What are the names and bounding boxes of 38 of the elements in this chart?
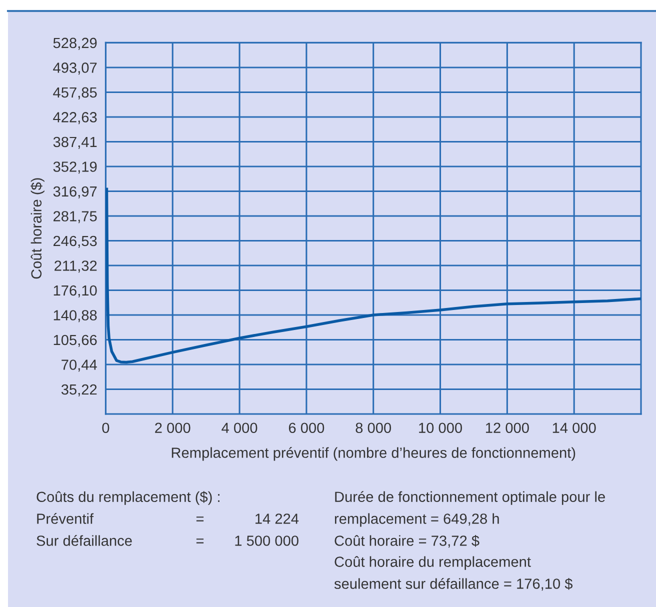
x-axis-title: Remplacement préventif (nombre d’heures de fonctionnement) — [172, 447, 576, 461]
text: Durée de fonctionnement optimale pour le — [335, 491, 605, 505]
text: Coûts du remplacement ($) : — [36, 491, 220, 505]
x-tick-label: 12 000 — [486, 422, 529, 434]
y-axis-title: Coût horaire ($) — [30, 178, 44, 279]
text: Coût horaire = 73,72 $ — [334, 534, 480, 548]
y-tick-label: 352,19 — [53, 162, 97, 174]
y-tick-label: 70,44 — [62, 360, 97, 372]
y-tick-label: 528,29 — [53, 38, 97, 50]
y-tick-label: 422,63 — [53, 112, 97, 124]
y-tick-label: 387,41 — [53, 136, 97, 149]
text: Préventif — [37, 513, 94, 524]
text: 1 500 000 — [235, 536, 298, 546]
y-tick-label: 316,97 — [53, 186, 97, 198]
y-tick-label: 246,53 — [54, 236, 97, 248]
text: Sur défaillance — [36, 535, 132, 546]
x-tick-label: 0 — [102, 422, 110, 434]
text: seulement sur défaillance = 176,10 $ — [334, 578, 573, 591]
y-tick-label: 105,66 — [54, 334, 97, 347]
text: 14 224 — [256, 514, 299, 524]
y-tick-label: 140,88 — [54, 310, 97, 322]
x-tick-label: 4 000 — [222, 422, 258, 434]
y-tick-label: 457,85 — [53, 87, 97, 100]
x-tick-label: 2 000 — [155, 422, 190, 434]
text: Coût horaire du remplacement — [334, 556, 531, 570]
y-tick-label: 281,75 — [54, 211, 97, 224]
x-tick-label: 14 000 — [552, 422, 596, 434]
y-tick-label: 493,07 — [53, 62, 97, 75]
x-tick-label: 10 000 — [419, 422, 462, 434]
x-tick-label: 8 000 — [356, 422, 392, 434]
line-series — [106, 188, 641, 364]
y-tick-label: 35,22 — [61, 384, 97, 396]
text: = — [196, 538, 204, 544]
y-tick-label: 211,32 — [54, 260, 97, 273]
y-tick-label: 176,10 — [54, 285, 97, 298]
text: remplacement = 649,28 h — [334, 513, 499, 527]
text: = — [196, 516, 204, 522]
x-tick-label: 6 000 — [288, 422, 324, 434]
